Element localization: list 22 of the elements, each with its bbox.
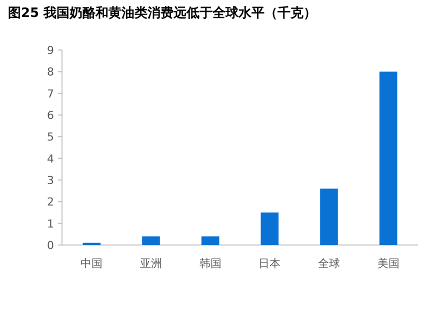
y-tick-label: 5 — [47, 130, 54, 144]
x-tick-label: 亚洲 — [140, 257, 162, 270]
y-tick-label: 9 — [47, 44, 54, 57]
bar — [260, 212, 279, 245]
y-tick-label: 0 — [47, 239, 54, 252]
bar — [320, 188, 338, 245]
y-tick-label: 8 — [47, 66, 54, 79]
bar — [379, 72, 398, 245]
y-tick-label: 7 — [47, 87, 54, 100]
x-tick-label: 日本 — [258, 257, 281, 270]
y-tick-label: 3 — [47, 174, 54, 187]
bar — [201, 236, 220, 245]
y-tick-label: 6 — [47, 109, 54, 122]
y-tick-label: 1 — [47, 217, 54, 230]
bar — [142, 236, 160, 245]
x-tick-label: 全球 — [318, 257, 340, 270]
chart-title: 图25 我国奶酪和黄油类消费远低于全球水平（千克） — [8, 5, 317, 21]
y-tick-label: 2 — [47, 196, 54, 209]
x-tick-label: 韩国 — [199, 257, 222, 270]
x-tick-label: 美国 — [377, 257, 400, 270]
y-tick-label: 4 — [47, 152, 54, 166]
x-tick-label: 中国 — [80, 257, 103, 270]
